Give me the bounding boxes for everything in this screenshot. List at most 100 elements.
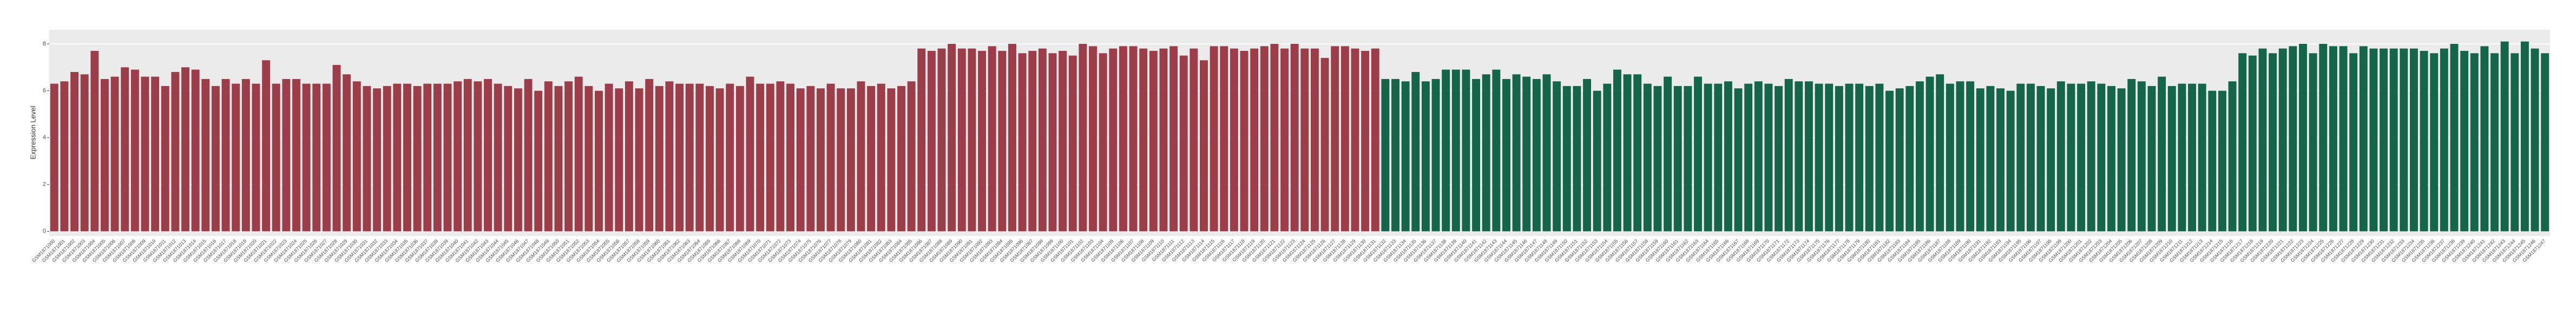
bar (2258, 48, 2267, 232)
bar (2147, 86, 2156, 232)
bar (1704, 83, 1712, 232)
bar (584, 86, 593, 232)
bar (1210, 46, 1218, 232)
bar (1855, 83, 1864, 232)
bar (504, 86, 512, 232)
bar (161, 86, 169, 232)
bar (2198, 83, 2206, 232)
bar (564, 81, 573, 232)
bar (403, 83, 411, 232)
bar (1946, 83, 1954, 232)
bar (2117, 88, 2126, 232)
bar (373, 88, 382, 232)
bar (90, 50, 99, 232)
bar (978, 50, 987, 232)
bar (897, 86, 905, 232)
bar (262, 60, 271, 232)
bar (282, 78, 291, 232)
bar (292, 78, 300, 232)
bar (988, 46, 996, 232)
bar (625, 81, 633, 232)
bar (1159, 48, 1168, 232)
bar (1169, 46, 1178, 232)
bar (352, 81, 361, 232)
bar (1179, 55, 1188, 232)
bar (907, 81, 916, 232)
bar (695, 83, 704, 232)
bar (635, 88, 643, 232)
bar (948, 43, 956, 232)
bar (1361, 50, 1370, 232)
bar (1200, 60, 1208, 232)
bar (857, 81, 865, 232)
bar (837, 88, 845, 232)
bar (2127, 78, 2136, 232)
bar (756, 83, 765, 232)
bar (1371, 48, 1379, 232)
bar (2319, 43, 2328, 232)
bar (1936, 74, 1944, 232)
bar (2289, 46, 2297, 232)
bar (2309, 53, 2317, 232)
bar (1653, 86, 1662, 232)
bar (60, 81, 69, 232)
bar (1845, 83, 1854, 232)
bar (1956, 81, 1964, 232)
bar (1573, 86, 1581, 232)
y-tick-label: 2 (43, 181, 46, 188)
bar (1431, 78, 1440, 232)
bar (1442, 69, 1450, 232)
bar (1694, 76, 1702, 232)
bar (1926, 76, 1934, 232)
bar (2077, 83, 2086, 232)
bar (2087, 81, 2095, 232)
bar (2359, 46, 2368, 232)
bar (2218, 90, 2226, 232)
bar (1421, 81, 1430, 232)
bar (443, 83, 452, 232)
bar (211, 86, 220, 232)
bar (1230, 48, 1238, 232)
bar (1492, 69, 1501, 232)
bar (101, 78, 109, 232)
bar (1472, 78, 1481, 232)
bar (141, 76, 149, 232)
bar (1250, 48, 1259, 232)
bar (1775, 86, 1783, 232)
bar (524, 78, 533, 232)
bar (957, 48, 966, 232)
bar (312, 83, 321, 232)
bar (2238, 53, 2247, 232)
bar (2026, 83, 2035, 232)
bar (423, 83, 432, 232)
bar (1240, 50, 1248, 232)
bar (322, 83, 331, 232)
bar (735, 86, 744, 232)
bar (1744, 83, 1753, 232)
bar (1724, 81, 1732, 232)
bar (2097, 83, 2106, 232)
bar (2339, 46, 2348, 232)
bar (1966, 81, 1975, 232)
bar (1583, 78, 1591, 232)
bar (1664, 76, 1672, 232)
bar (1512, 74, 1521, 232)
y-axis-label: Expression Level (29, 106, 37, 159)
bar (1331, 46, 1339, 232)
bar (1895, 88, 1904, 232)
bar (1079, 43, 1087, 232)
bar (1734, 88, 1743, 232)
bar (1684, 86, 1692, 232)
bar (1562, 86, 1571, 232)
bar (171, 71, 180, 232)
bar (1805, 81, 1813, 232)
bar (867, 86, 876, 232)
bar (846, 88, 855, 232)
bar (2269, 53, 2277, 232)
bar (1391, 78, 1399, 232)
bar (1059, 50, 1067, 232)
bar (1129, 46, 1138, 232)
bar (484, 78, 492, 232)
bar (1764, 83, 1773, 232)
bar (332, 64, 341, 232)
